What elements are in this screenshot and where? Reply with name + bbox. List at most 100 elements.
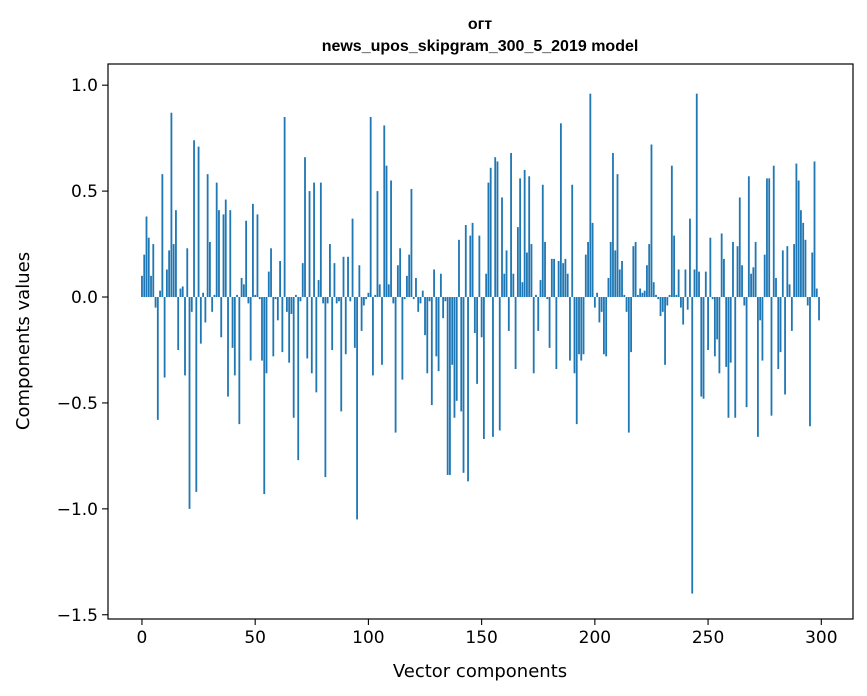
bar — [747, 176, 750, 298]
bar — [716, 297, 719, 340]
bar — [750, 273, 752, 298]
bar — [718, 297, 721, 374]
bar — [612, 152, 614, 298]
bar — [444, 297, 447, 302]
bar — [356, 297, 358, 520]
bar — [297, 297, 300, 461]
bar — [313, 182, 315, 298]
bar — [331, 297, 334, 350]
bar — [412, 297, 415, 300]
bar — [308, 191, 311, 298]
bar — [589, 93, 592, 298]
bar — [236, 294, 238, 298]
x-tick-label: 200 — [579, 628, 611, 648]
bar — [170, 112, 173, 298]
bar — [492, 297, 494, 437]
bar — [526, 252, 528, 298]
bar — [360, 297, 363, 331]
bar — [675, 294, 678, 298]
bar — [548, 297, 551, 348]
bar — [514, 297, 517, 370]
bar — [664, 297, 666, 365]
bar — [756, 297, 759, 437]
bar — [605, 297, 608, 357]
bar — [802, 222, 805, 298]
bar — [238, 297, 241, 425]
bar — [165, 269, 168, 298]
bar — [641, 292, 644, 298]
bar — [566, 273, 569, 298]
bar — [365, 297, 368, 300]
bar — [449, 297, 451, 475]
bar — [609, 241, 612, 298]
x-tick-label: 150 — [465, 628, 497, 648]
bar — [555, 297, 558, 370]
bar — [172, 244, 175, 298]
bar — [177, 297, 180, 350]
bar — [143, 254, 146, 298]
bar — [623, 294, 626, 298]
bar — [598, 297, 601, 323]
bar — [580, 297, 583, 361]
bar — [428, 297, 431, 302]
bar — [220, 297, 223, 338]
bar — [424, 297, 426, 336]
bar — [252, 203, 254, 298]
bar — [505, 250, 508, 298]
bar — [168, 250, 171, 298]
bar — [306, 297, 309, 359]
bar — [145, 216, 148, 298]
bar — [367, 292, 370, 298]
bar — [510, 152, 512, 298]
bar — [539, 280, 542, 298]
bar — [501, 197, 503, 298]
bar — [614, 250, 617, 298]
bar — [659, 297, 662, 317]
bar — [564, 258, 567, 298]
bar — [190, 297, 193, 312]
bar — [741, 265, 743, 298]
bar — [387, 284, 390, 298]
bar — [815, 288, 818, 298]
bar — [707, 297, 709, 350]
bar — [786, 246, 789, 298]
bar — [700, 297, 703, 397]
bar — [736, 246, 739, 298]
bar — [141, 275, 143, 298]
bar — [344, 297, 347, 355]
bar — [711, 297, 714, 300]
bar — [451, 297, 454, 365]
bar — [673, 235, 676, 298]
bar — [279, 261, 281, 298]
bar — [596, 292, 599, 298]
y-tick-label: −1.5 — [57, 606, 98, 626]
bar — [256, 214, 259, 298]
bar — [763, 254, 766, 298]
bar — [394, 297, 397, 433]
bar — [358, 265, 361, 298]
bar — [591, 222, 594, 298]
bar — [684, 269, 687, 298]
bar — [759, 297, 762, 321]
bar — [503, 273, 506, 298]
bar — [668, 294, 671, 298]
bar — [811, 252, 814, 298]
y-tick-label: 0.5 — [71, 182, 98, 202]
bar — [222, 214, 225, 298]
bar — [184, 297, 186, 376]
bar — [729, 297, 732, 363]
bar — [265, 297, 268, 374]
bar — [655, 294, 657, 298]
bar — [369, 116, 372, 298]
bar — [485, 273, 488, 298]
bar — [770, 297, 773, 416]
bar — [159, 290, 161, 298]
bar — [494, 157, 497, 298]
bar — [680, 297, 682, 308]
bar — [215, 182, 218, 298]
bar — [621, 261, 623, 298]
bar — [310, 297, 313, 374]
bar — [274, 297, 277, 300]
bar — [188, 297, 191, 509]
bar — [720, 233, 723, 298]
